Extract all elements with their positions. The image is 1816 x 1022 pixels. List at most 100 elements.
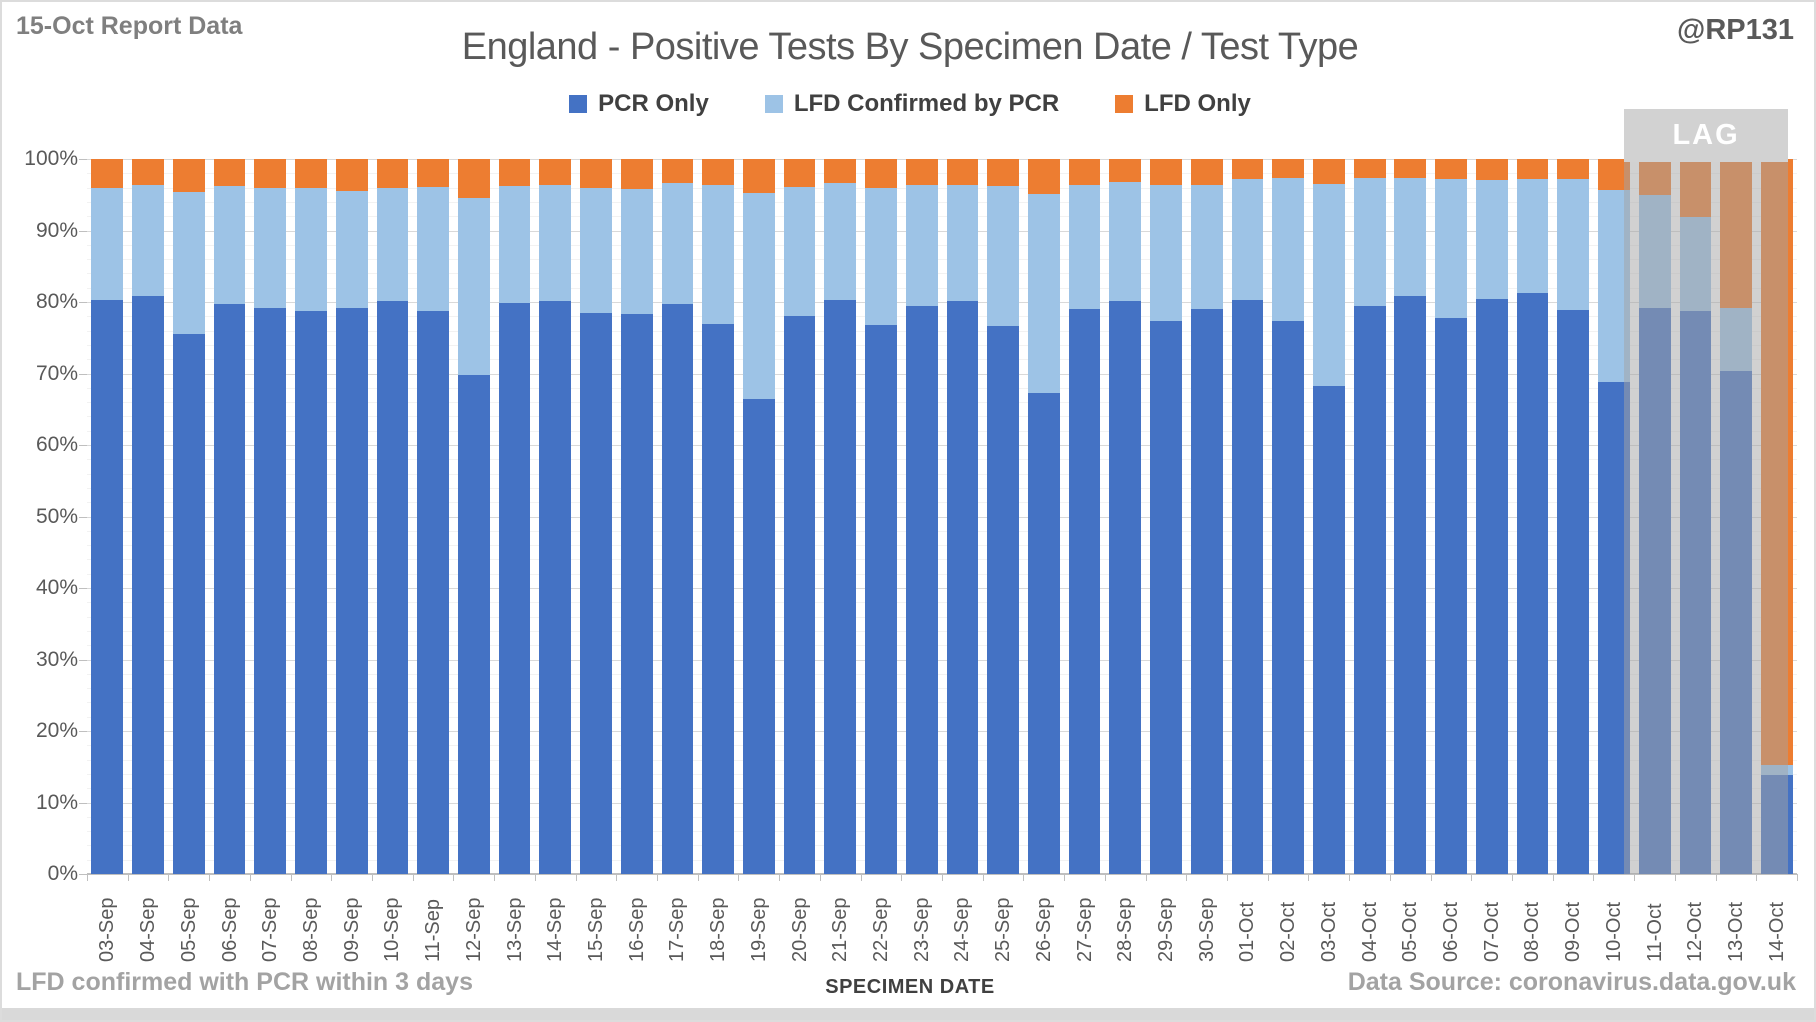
gridline-minor [87, 316, 1797, 318]
x-tick-label: 17-Sep [666, 897, 689, 963]
x-tick-label: 30-Sep [1195, 897, 1218, 963]
x-tick-label: 04-Sep [137, 897, 160, 963]
bar-03-Sep [87, 159, 128, 874]
gridline-major [87, 302, 1797, 303]
x-axis-tick [779, 874, 781, 881]
bar-segment-lfd-confirmed-by-pcr [1109, 181, 1142, 301]
x-tick-label: 18-Sep [707, 897, 730, 963]
x-tick-label: 15-Sep [584, 897, 607, 963]
bar-segment-pcr-only [457, 374, 490, 874]
x-axis-tick [1715, 874, 1717, 881]
bar-segment-lfd-only [1638, 159, 1671, 195]
x-tick-label: 01-Oct [1236, 901, 1259, 962]
y-axis-tick [79, 659, 87, 661]
bar-stack [1150, 159, 1182, 874]
bar-segment-lfd-only [1068, 159, 1101, 185]
bar-stack [91, 159, 124, 874]
bar-segment-lfd-only [824, 159, 857, 184]
y-tick-label: 90% [35, 218, 78, 242]
bar-segment-lfd-confirmed-by-pcr [1516, 179, 1549, 294]
gridline-minor [87, 487, 1797, 489]
x-axis-tick [1552, 874, 1554, 881]
bar-stack [1313, 159, 1345, 874]
x-axis-tick [1023, 874, 1025, 881]
x-tick-label: 07-Oct [1480, 901, 1503, 962]
x-axis-tick [1104, 874, 1106, 881]
gridline-minor [87, 216, 1797, 218]
bar-segment-pcr-only [1475, 299, 1508, 874]
bar-segment-lfd-confirmed-by-pcr [1435, 179, 1467, 318]
x-tick-label: 04-Oct [1358, 901, 1381, 962]
x-axis-tick [1471, 874, 1473, 881]
bar-14-Sep [535, 159, 576, 874]
bar-stack [254, 159, 287, 874]
bar-segment-lfd-confirmed-by-pcr [335, 191, 368, 308]
bar-segment-lfd-confirmed-by-pcr [580, 188, 612, 314]
bar-segment-lfd-confirmed-by-pcr [702, 185, 735, 325]
bar-segment-lfd-confirmed-by-pcr [1272, 178, 1305, 322]
y-axis-tick [79, 373, 87, 375]
bar-09-Sep [331, 159, 372, 874]
bar-segment-pcr-only [1028, 392, 1060, 874]
legend-swatch-icon [569, 95, 588, 113]
bar-segment-lfd-only [417, 159, 449, 187]
legend-label: LFD Only [1144, 90, 1251, 117]
y-tick-label: 40% [35, 576, 78, 599]
bar-segment-lfd-confirmed-by-pcr [865, 187, 897, 325]
bar-segment-pcr-only [172, 334, 205, 874]
bar-stack [620, 159, 653, 874]
bar-segment-lfd-confirmed-by-pcr [783, 186, 816, 317]
x-tick-label: 03-Sep [96, 897, 119, 963]
bar-segment-lfd-confirmed-by-pcr [1557, 179, 1590, 310]
bar-17-Sep [657, 159, 698, 874]
x-axis-tick [331, 874, 333, 881]
bar-segment-pcr-only [213, 304, 246, 874]
bar-segment-lfd-confirmed-by-pcr [661, 183, 694, 305]
gridline-major [87, 230, 1797, 232]
bar-segment-pcr-only [539, 301, 572, 874]
bar-segment-lfd-confirmed-by-pcr [1190, 184, 1223, 310]
lag-label: LAG [1672, 119, 1740, 151]
y-axis-tick [79, 302, 87, 303]
bar-02-Oct [1268, 159, 1309, 874]
bar-segment-lfd-confirmed-by-pcr [539, 185, 572, 302]
x-tick-label: 06-Oct [1439, 901, 1462, 962]
bar-segment-lfd-only [1028, 159, 1060, 195]
x-tick-label: 28-Sep [1114, 897, 1137, 963]
gridline-minor [87, 502, 1797, 504]
x-tick-label: 20-Sep [788, 897, 811, 963]
bar-segment-pcr-only [1394, 296, 1427, 874]
bar-segment-lfd-confirmed-by-pcr [417, 186, 449, 312]
chart-title: England - Positive Tests By Specimen Dat… [461, 26, 1359, 68]
bar-segment-pcr-only [620, 314, 653, 874]
bar-13-Sep [494, 159, 535, 874]
gridline-minor [87, 788, 1797, 790]
bar-13-Oct [1716, 159, 1757, 874]
bar-segment-lfd-confirmed-by-pcr [1150, 184, 1182, 322]
bar-segment-lfd-confirmed-by-pcr [1231, 179, 1264, 300]
y-axis-tick [79, 516, 87, 518]
bar-segment-lfd-confirmed-by-pcr [1598, 190, 1630, 383]
bar-segment-pcr-only [1557, 309, 1590, 874]
bar-20-Sep [779, 159, 820, 874]
x-axis-tick [575, 874, 577, 881]
legend: PCR Only LFD Confirmed by PCR LFD Only [30, 90, 1790, 118]
bar-segment-pcr-only [1720, 371, 1752, 874]
x-tick-label: 09-Oct [1562, 901, 1585, 962]
y-axis-tick [79, 230, 87, 232]
bar-stack [1435, 159, 1467, 874]
bar-stack [865, 159, 897, 874]
report-date-label: 15-Oct Report Data [16, 12, 243, 40]
bar-segment-lfd-only [1313, 159, 1345, 185]
gridline-minor [87, 716, 1797, 718]
y-tick-label: 30% [35, 647, 78, 671]
bar-21-Sep [820, 159, 861, 874]
gridline-major [87, 802, 1797, 804]
bar-stack [295, 159, 327, 874]
bar-stack [457, 159, 490, 874]
bar-06-Sep [209, 159, 250, 874]
bar-segment-lfd-only [865, 159, 897, 188]
bar-stack [1679, 159, 1712, 874]
gridline-minor [87, 688, 1797, 690]
y-tick-label: 20% [35, 719, 78, 742]
